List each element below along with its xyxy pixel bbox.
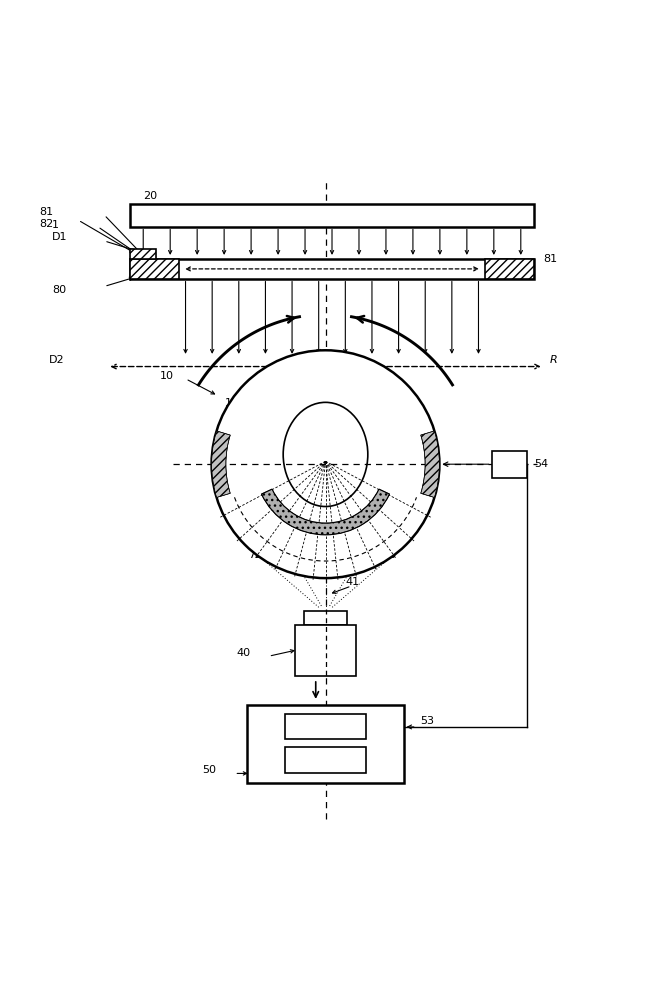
Text: θ 2: θ 2 [322,522,337,532]
Bar [305,611,346,625]
Text: 14: 14 [218,469,232,479]
Bar [294,625,357,676]
Bar [130,259,179,279]
Ellipse shape [283,402,368,507]
Wedge shape [421,431,439,498]
Wedge shape [262,489,389,535]
Bar [485,259,534,279]
Text: 81: 81 [544,254,558,264]
Text: θ 3: θ 3 [340,519,355,529]
Text: θ 1: θ 1 [225,504,240,514]
Text: 20: 20 [143,191,158,201]
Text: θ 4: θ 4 [306,523,321,533]
Bar [285,747,366,773]
Text: 70: 70 [383,550,396,560]
Text: 81: 81 [39,207,53,217]
Text: R: R [550,355,558,365]
Circle shape [212,350,439,578]
Text: 12: 12 [225,398,239,408]
Bar [492,451,527,478]
Bar [247,705,404,783]
Text: θ 1: θ 1 [414,504,430,514]
Text: 80: 80 [52,285,66,295]
Text: 50: 50 [202,765,216,775]
Bar [285,714,366,739]
Bar [130,204,534,227]
Text: 1: 1 [52,220,59,230]
Text: θ 5: θ 5 [290,521,305,531]
Text: 41: 41 [345,577,359,587]
Text: 82: 82 [39,219,53,229]
Text: 40: 40 [236,648,250,658]
Text: 60: 60 [403,525,417,535]
Text: 72: 72 [248,550,262,560]
Text: 52: 52 [254,705,268,715]
Wedge shape [212,431,230,498]
Text: 10: 10 [159,371,174,381]
Bar [130,249,156,259]
Text: 53: 53 [420,716,434,726]
Text: D1: D1 [52,232,68,242]
Bar [130,259,534,279]
Text: D2: D2 [49,355,64,365]
Text: 62: 62 [234,525,249,535]
Text: 54: 54 [534,459,548,469]
